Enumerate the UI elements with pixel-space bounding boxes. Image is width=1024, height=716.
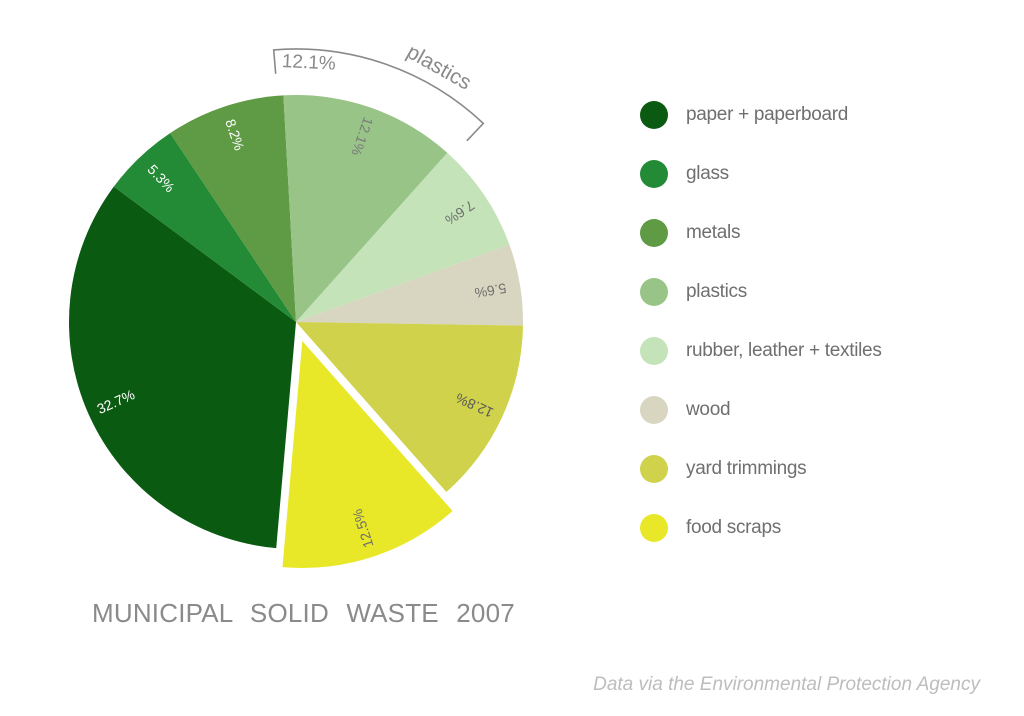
pie-slice-paper-paperboard: [69, 186, 296, 549]
pie-slice-yard-trimmings: [296, 322, 523, 493]
legend-label: food scraps: [686, 517, 781, 538]
legend-label: rubber, leather + textiles: [686, 340, 882, 361]
legend-item-metals: metals: [640, 218, 740, 248]
source-note: Data via the Environmental Protection Ag…: [593, 674, 980, 695]
legend-label: glass: [686, 163, 729, 184]
legend-item-rubber-leather-textiles: rubber, leather + textiles: [640, 336, 882, 366]
legend-item-yard-trimmings: yard trimmings: [640, 454, 807, 484]
slice-label-wood: 5.6%: [473, 280, 507, 301]
legend-swatch: [640, 101, 668, 129]
legend-swatch: [640, 514, 668, 542]
pie-slice-glass: [113, 133, 296, 322]
pie-slice-plastics: [283, 95, 448, 322]
legend-swatch: [640, 278, 668, 306]
legend-item-plastics: plastics: [640, 277, 747, 307]
legend-item-glass: glass: [640, 159, 729, 189]
legend-swatch: [640, 455, 668, 483]
plastics-callout-value: 12.1%: [281, 51, 336, 75]
legend-swatch: [640, 219, 668, 247]
chart-title: MUNICIPAL SOLID WASTE 2007: [92, 598, 515, 628]
pie-slice-wood: [296, 244, 523, 326]
legend-label: yard trimmings: [686, 458, 807, 479]
legend-swatch: [640, 337, 668, 365]
legend-label: metals: [686, 222, 741, 243]
legend-label: paper + paperboard: [686, 104, 849, 125]
legend-item-food-scraps: food scraps: [640, 513, 781, 543]
pie-slice-rubber-leather-textiles: [296, 152, 510, 322]
legend-item-wood: wood: [640, 395, 731, 425]
pie-slice-metals: [170, 95, 296, 322]
pie-chart: 32.7%5.3%8.2% 12.1%7.6%5.6%12.8%12.5% pla…: [69, 40, 523, 568]
legend-label: wood: [686, 399, 731, 420]
pie-slice-food-scraps: [282, 340, 453, 568]
pie-slices: [69, 95, 523, 568]
plastics-callout-title: plastics: [403, 40, 475, 94]
legend-item-paper-paperboard: paper + paperboard: [640, 100, 848, 130]
legend-swatch: [640, 160, 668, 188]
legend-swatch: [640, 396, 668, 424]
legend-label: plastics: [686, 281, 747, 302]
plastics-callout-bracket: [272, 48, 485, 142]
